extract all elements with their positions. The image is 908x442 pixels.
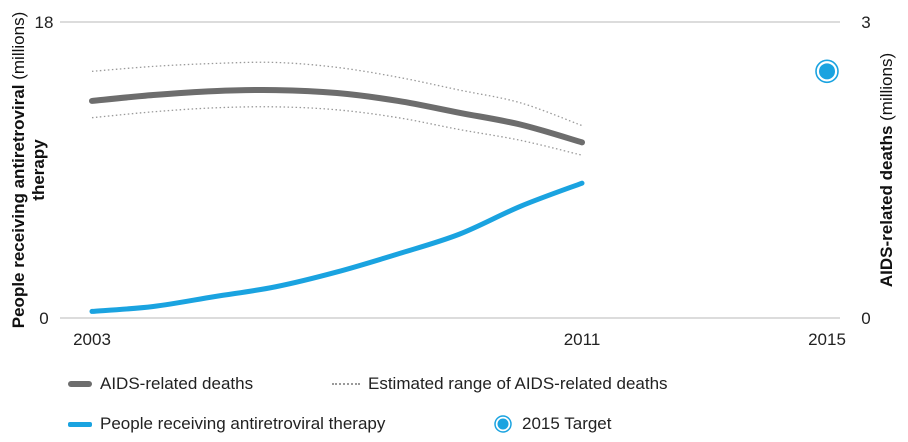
left-tick-min: 0 (39, 309, 48, 328)
target-dot (819, 63, 835, 80)
tick-labels: 18 0 3 0 2003 2011 2015 (35, 13, 871, 349)
series-lines (89, 86, 585, 314)
x-tick-2011: 2011 (564, 330, 601, 349)
deaths-line (89, 86, 585, 146)
left-axis-title-line1: People receiving antiretroviral (million… (9, 12, 28, 328)
x-tick-2015: 2015 (808, 330, 846, 349)
right-tick-min: 0 (861, 309, 870, 328)
target-marker (815, 59, 839, 84)
right-tick-max: 3 (861, 13, 870, 32)
right-title-bold: AIDS-related deaths (877, 121, 896, 287)
right-title-unit: (millions) (877, 53, 896, 121)
gridlines (60, 21, 840, 319)
left-axis-title-line2: therapy (29, 139, 48, 201)
art-line (89, 180, 585, 314)
right-axis-title: AIDS-related deaths (millions) (877, 53, 896, 287)
range-line-lower (91, 106, 583, 156)
range-lines (91, 61, 583, 156)
left-axis-title: People receiving antiretroviral (million… (9, 12, 48, 328)
range-line-upper (91, 61, 583, 127)
left-tick-max: 18 (35, 13, 54, 32)
x-tick-2003: 2003 (73, 330, 111, 349)
